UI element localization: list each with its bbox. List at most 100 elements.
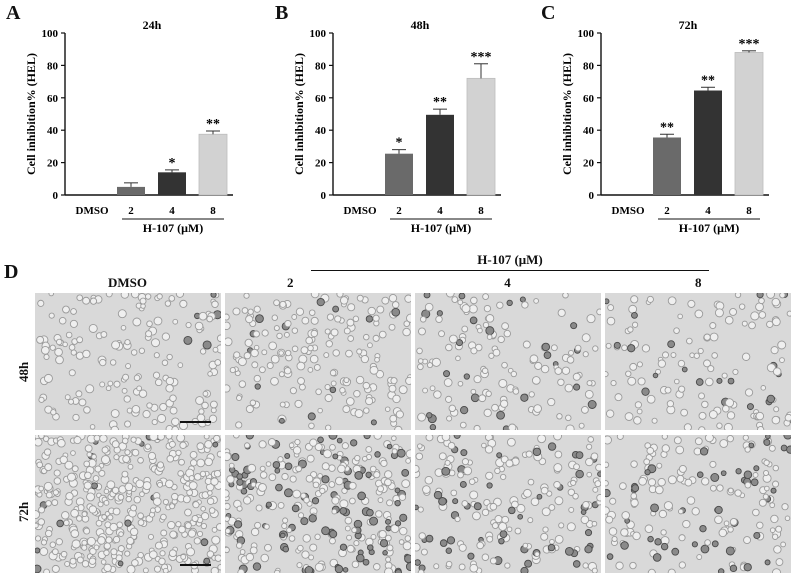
cell	[122, 373, 130, 381]
cell	[661, 435, 668, 440]
cell	[709, 484, 717, 492]
cell	[453, 435, 461, 439]
cell	[696, 554, 703, 560]
cell	[429, 385, 436, 392]
cell	[709, 460, 717, 468]
cell	[93, 544, 100, 551]
cell	[189, 451, 198, 459]
cell	[699, 524, 707, 533]
cell	[247, 463, 257, 473]
cell	[336, 437, 343, 444]
cell	[313, 364, 321, 371]
cell	[784, 413, 791, 422]
cell	[658, 509, 668, 519]
cell	[614, 393, 623, 402]
cell	[691, 541, 698, 548]
cell	[133, 374, 141, 382]
cell	[192, 501, 200, 509]
cell	[469, 490, 479, 500]
cell	[458, 293, 466, 300]
cell	[719, 439, 729, 448]
y-axis-label: Cell inhibition% (HEL)	[560, 53, 574, 175]
cell	[212, 441, 219, 448]
cell	[594, 480, 601, 488]
cell	[469, 563, 479, 573]
cell	[154, 378, 163, 387]
cell	[636, 408, 643, 415]
cell	[161, 359, 169, 366]
cell	[310, 293, 320, 299]
cell	[520, 393, 529, 402]
cell	[247, 308, 254, 315]
cell	[568, 506, 575, 513]
cell	[445, 395, 453, 403]
cell	[238, 380, 247, 388]
cell	[300, 517, 309, 526]
cell	[765, 435, 771, 440]
cell	[398, 493, 407, 501]
cell	[693, 352, 700, 359]
cell	[202, 390, 209, 397]
significance-label: **	[660, 120, 674, 135]
cell	[770, 514, 779, 524]
cell	[35, 510, 40, 520]
cell	[202, 340, 212, 350]
cell	[433, 563, 440, 570]
cell	[726, 435, 734, 443]
cell	[168, 440, 176, 448]
cell	[657, 359, 667, 368]
cell	[281, 472, 289, 481]
cell	[704, 435, 714, 443]
cell	[185, 321, 192, 329]
cell	[52, 548, 59, 556]
cell	[254, 521, 262, 529]
cell	[210, 477, 219, 486]
cell	[142, 567, 149, 573]
cell	[489, 502, 498, 511]
cell	[189, 459, 198, 467]
cell	[587, 400, 597, 409]
cell	[168, 549, 177, 558]
cell	[196, 458, 206, 468]
cell	[216, 334, 221, 343]
cell	[270, 354, 280, 364]
cell	[278, 350, 284, 356]
cell	[43, 481, 53, 491]
cell	[557, 378, 565, 386]
cell	[638, 476, 647, 486]
cell	[625, 370, 632, 377]
cell	[550, 344, 558, 352]
cell	[40, 345, 50, 355]
cell	[632, 531, 641, 541]
cell	[573, 383, 581, 391]
cell	[646, 446, 655, 455]
cell	[329, 537, 336, 545]
micrograph-72h-8um	[605, 435, 791, 573]
cell	[394, 569, 402, 573]
cell	[485, 390, 492, 397]
cell	[286, 527, 293, 534]
cell	[165, 384, 174, 393]
cell	[673, 436, 682, 445]
cell	[353, 390, 361, 398]
cell	[742, 435, 749, 441]
cell	[184, 522, 192, 530]
cell	[300, 346, 309, 355]
cell	[694, 437, 703, 446]
cell	[382, 550, 388, 556]
cell	[461, 500, 469, 507]
cell	[375, 369, 385, 379]
cell	[534, 551, 540, 557]
cell	[755, 302, 764, 312]
cell-texture	[35, 435, 221, 573]
cell	[486, 482, 493, 489]
cell	[201, 401, 209, 410]
cell	[153, 316, 163, 326]
cell	[365, 446, 373, 453]
cell	[217, 564, 221, 571]
cell	[284, 319, 292, 328]
cell	[438, 497, 447, 506]
cell	[363, 435, 371, 440]
cell	[188, 481, 198, 490]
cell	[772, 464, 779, 472]
